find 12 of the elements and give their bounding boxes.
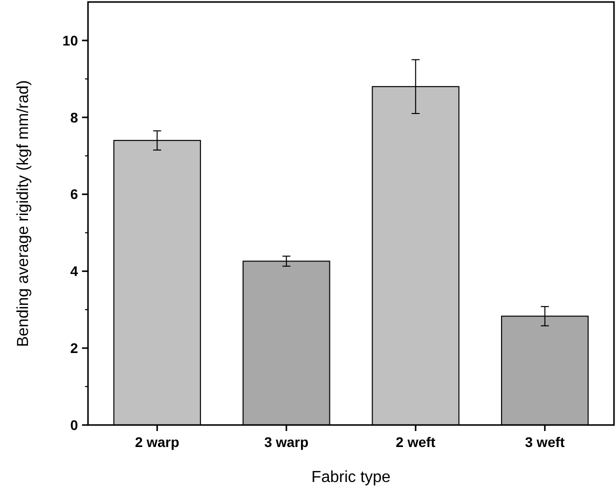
y-axis-title: Bending average rigidity (kgf mm/rad): [15, 80, 32, 347]
y-tick-label: 0: [70, 416, 78, 433]
y-tick-label: 6: [70, 186, 78, 202]
y-tick-label: 10: [62, 32, 78, 48]
y-tick-label: 4: [70, 263, 78, 280]
x-tick-label: 2 weft: [396, 434, 436, 450]
x-axis-title: Fabric type: [311, 469, 391, 486]
y-tick-label: 8: [70, 109, 78, 126]
y-tick-label: 2: [70, 340, 78, 356]
x-tick-label: 2 warp: [134, 434, 180, 450]
x-tick-label: 3 warp: [264, 434, 309, 450]
x-tick-label: 3 weft: [525, 434, 566, 450]
